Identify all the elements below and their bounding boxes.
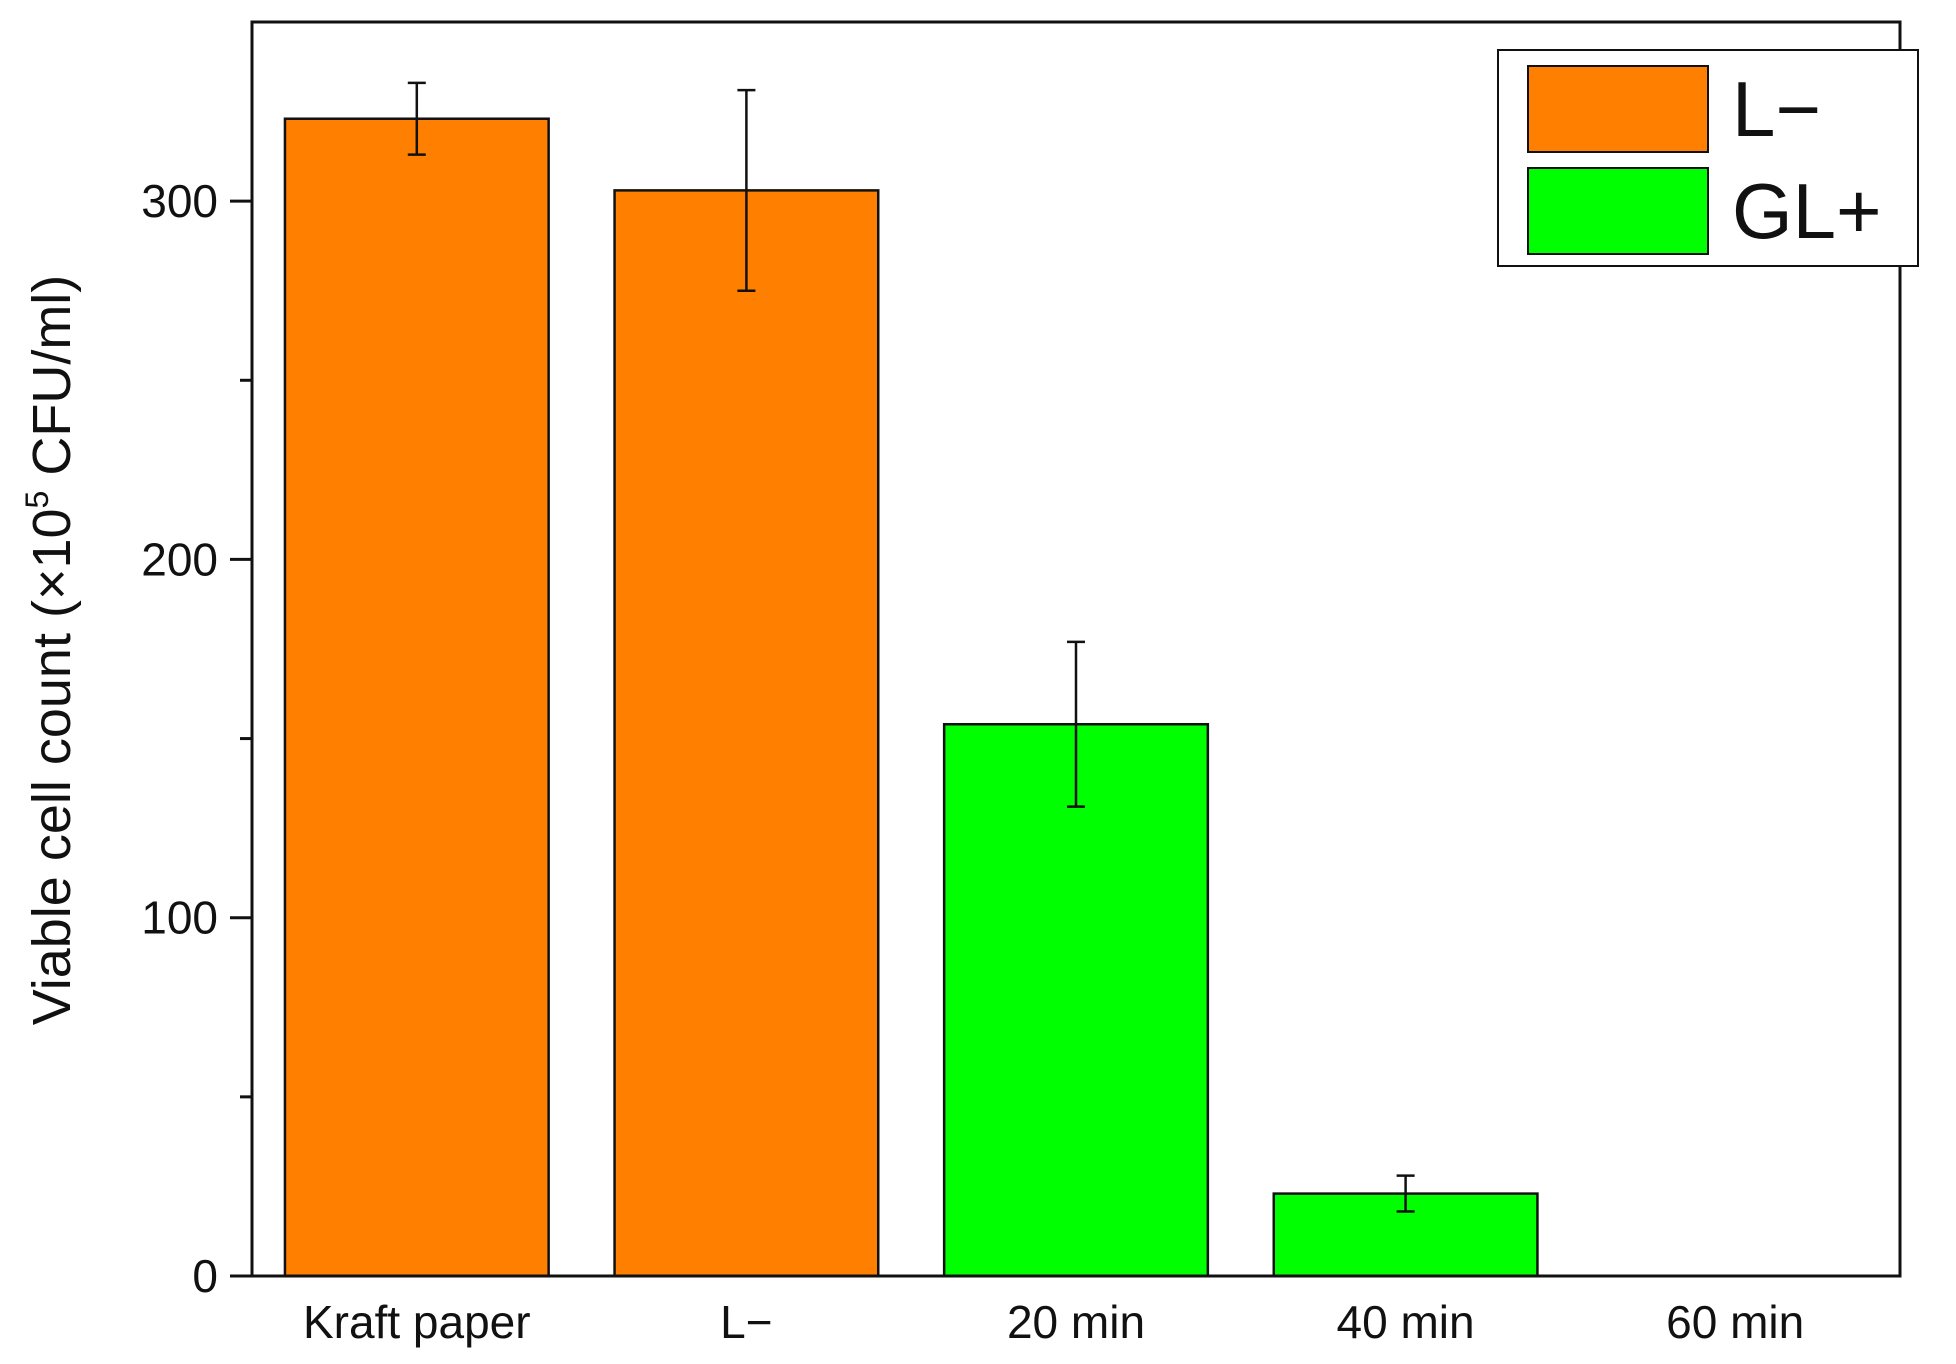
bar	[942, 722, 1210, 1278]
y-axis: 0 100 200 300	[141, 175, 252, 1302]
legend-swatch	[1527, 167, 1709, 255]
y-axis-label-main: Viable cell count (×10	[22, 508, 82, 1025]
x-tick-label: Kraft paper	[303, 1296, 531, 1348]
x-tick-label: 40 min	[1337, 1296, 1475, 1348]
bar	[613, 189, 880, 1278]
y-axis-label-rest: CFU/ml)	[22, 275, 82, 491]
y-tick-label: 300	[141, 175, 218, 227]
legend-label: GL+	[1732, 167, 1882, 255]
y-tick-label: 200	[141, 533, 218, 585]
legend-swatch	[1527, 65, 1709, 153]
x-tick-label: L−	[720, 1296, 772, 1348]
y-axis-label: Viable cell count (×105 CFU/ml)	[19, 275, 82, 1026]
bars-group	[283, 117, 1539, 1278]
legend: L− GL+	[1497, 49, 1919, 267]
y-tick-label: 100	[141, 892, 218, 944]
x-axis: Kraft paper L− 20 min 40 min 60 min	[303, 1296, 1804, 1348]
x-tick-label: 20 min	[1007, 1296, 1145, 1348]
bar	[283, 117, 550, 1278]
plot-frame	[250, 20, 1902, 1278]
x-tick-label: 60 min	[1666, 1296, 1804, 1348]
legend-label: L−	[1732, 65, 1821, 153]
y-axis-label-sup: 5	[19, 491, 55, 509]
error-bars-group	[407, 81, 1415, 1213]
y-tick-label: 0	[192, 1250, 218, 1302]
